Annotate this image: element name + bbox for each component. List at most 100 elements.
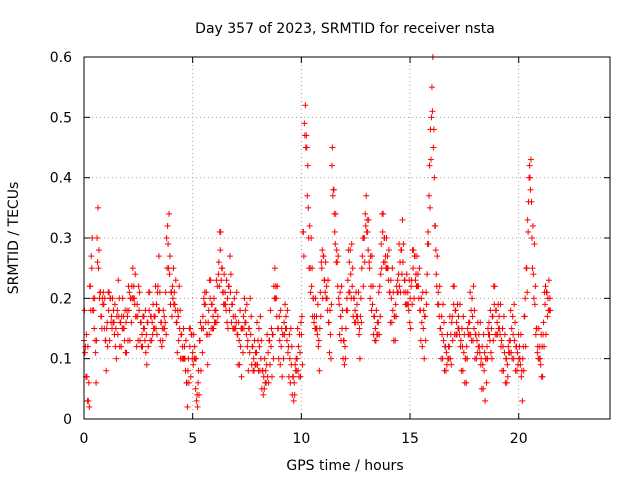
data-point: [409, 301, 416, 308]
data-point: [303, 144, 310, 151]
data-point: [283, 337, 290, 344]
data-point: [443, 349, 450, 356]
data-point: [197, 319, 204, 326]
data-point: [164, 222, 171, 229]
data-point: [268, 343, 275, 350]
data-points: [81, 54, 554, 410]
data-point: [437, 325, 444, 332]
data-point: [464, 355, 471, 362]
data-point: [372, 337, 379, 344]
data-point: [136, 289, 143, 296]
data-point: [114, 331, 121, 338]
data-point: [394, 277, 401, 284]
data-point: [338, 283, 345, 290]
data-point: [514, 349, 521, 356]
data-point: [209, 301, 216, 308]
data-point: [136, 307, 143, 314]
data-point: [138, 319, 145, 326]
data-point: [221, 271, 228, 278]
data-point: [438, 313, 445, 320]
data-point: [365, 247, 372, 254]
data-point: [542, 301, 549, 308]
data-point: [337, 289, 344, 296]
data-point: [297, 373, 304, 380]
data-point: [282, 301, 289, 308]
data-point: [425, 241, 432, 248]
data-point: [500, 367, 507, 374]
data-point: [215, 271, 222, 278]
data-point: [93, 337, 100, 344]
data-point: [363, 192, 370, 199]
data-point: [121, 325, 128, 332]
data-point: [483, 379, 490, 386]
data-point: [309, 265, 316, 272]
data-point: [441, 319, 448, 326]
data-point: [360, 283, 367, 290]
data-point: [347, 247, 354, 254]
data-point: [239, 349, 246, 356]
data-point: [160, 307, 167, 314]
data-point: [336, 301, 343, 308]
data-point: [457, 337, 464, 344]
data-point: [387, 277, 394, 284]
data-point: [323, 283, 330, 290]
data-point: [231, 295, 238, 302]
data-point: [428, 84, 435, 91]
data-point: [85, 397, 92, 404]
data-point: [268, 325, 275, 332]
data-point: [346, 259, 353, 266]
data-point: [542, 331, 549, 338]
data-point: [528, 198, 535, 205]
data-point: [369, 283, 376, 290]
data-point: [299, 361, 306, 368]
data-point: [490, 337, 497, 344]
data-point: [540, 319, 547, 326]
data-point: [399, 259, 406, 266]
data-point: [529, 265, 536, 272]
data-point: [504, 373, 511, 380]
data-point: [83, 373, 90, 380]
data-point: [322, 289, 329, 296]
data-point: [216, 283, 223, 290]
data-point: [376, 283, 383, 290]
data-point: [342, 325, 349, 332]
data-point: [159, 337, 166, 344]
data-point: [264, 331, 271, 338]
data-point: [435, 289, 442, 296]
data-point: [217, 247, 224, 254]
data-point: [303, 132, 310, 139]
data-point: [406, 319, 413, 326]
data-point: [199, 313, 206, 320]
data-point: [500, 313, 507, 320]
data-point: [328, 162, 335, 169]
data-point: [171, 289, 178, 296]
axis-ticks: 0 0.1 0.2 0.3 0.4 0.5 0.6 0 5 10 15 20: [50, 50, 610, 447]
data-point: [279, 373, 286, 380]
data-point: [300, 228, 307, 235]
data-point: [277, 361, 284, 368]
data-point: [392, 301, 399, 308]
data-point: [308, 235, 315, 241]
data-point: [205, 319, 212, 326]
data-point: [294, 355, 301, 362]
data-point: [98, 313, 105, 320]
data-point: [258, 337, 265, 344]
chart-title: Day 357 of 2023, SRMTID for receiver nst…: [195, 21, 495, 37]
data-point: [214, 313, 221, 320]
data-point: [95, 247, 102, 254]
data-point: [196, 337, 203, 344]
data-point: [224, 295, 231, 302]
data-point: [81, 349, 88, 356]
data-point: [291, 379, 298, 386]
data-point: [199, 349, 206, 356]
data-point: [250, 355, 257, 362]
data-point: [295, 343, 302, 350]
data-point: [308, 283, 315, 290]
data-point: [297, 319, 304, 326]
data-point: [163, 235, 170, 241]
data-point: [153, 331, 160, 338]
data-point: [508, 349, 515, 356]
data-point: [352, 307, 359, 314]
data-point: [281, 319, 288, 326]
